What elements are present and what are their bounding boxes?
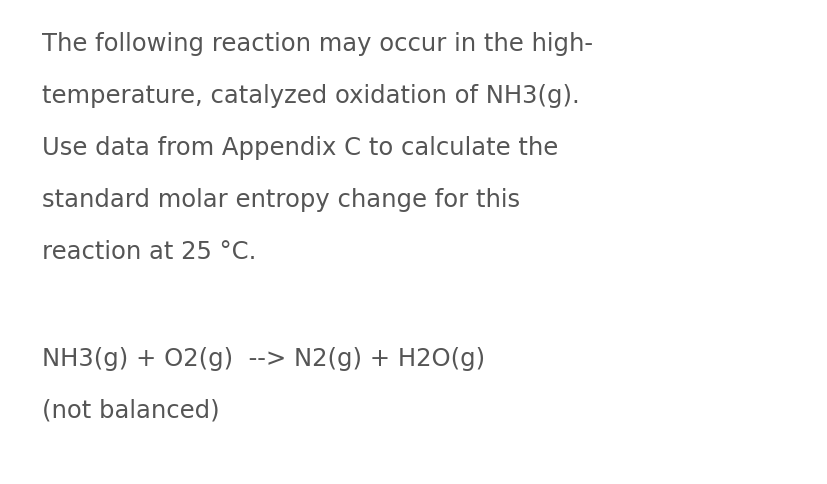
Text: The following reaction may occur in the high-: The following reaction may occur in the … [42,32,592,56]
Text: (not balanced): (not balanced) [42,398,219,422]
Text: reaction at 25 °C.: reaction at 25 °C. [42,240,256,263]
Text: NH3(g) + O2(g)  --> N2(g) + H2O(g): NH3(g) + O2(g) --> N2(g) + H2O(g) [42,346,485,370]
Text: temperature, catalyzed oxidation of NH3(g).: temperature, catalyzed oxidation of NH3(… [42,84,579,108]
Text: standard molar entropy change for this: standard molar entropy change for this [42,188,519,212]
Text: Use data from Appendix C to calculate the: Use data from Appendix C to calculate th… [42,136,557,160]
